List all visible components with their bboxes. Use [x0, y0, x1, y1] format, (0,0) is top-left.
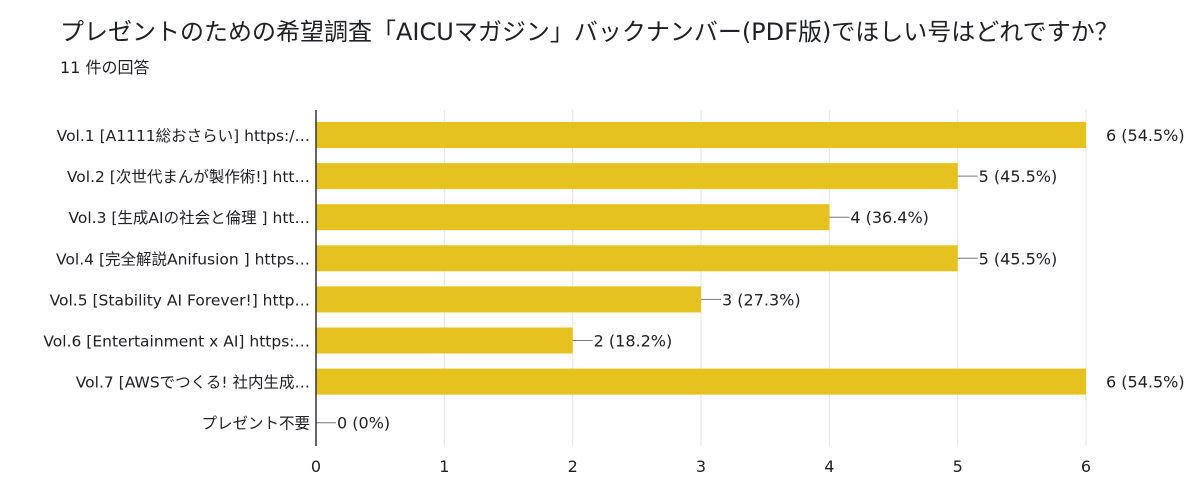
value-label: 3 (27.3%)	[722, 290, 801, 309]
category-label: Vol.7 [AWSでつくる! 社内生成…	[76, 374, 310, 392]
x-tick-label: 2	[568, 457, 578, 476]
response-count: 11 件の回答	[60, 58, 150, 77]
bar	[316, 327, 573, 354]
value-label: 6 (54.5%)	[1106, 373, 1185, 392]
category-label: Vol.2 [次世代まんが製作術!] htt…	[67, 168, 310, 186]
bar	[316, 286, 701, 313]
x-tick-label: 4	[824, 457, 834, 476]
x-tick-label: 6	[1081, 457, 1091, 476]
x-tick-label: 3	[696, 457, 706, 476]
category-label: Vol.4 [完全解説Anifusion ] https…	[56, 250, 310, 268]
category-label: プレゼント不要	[201, 415, 310, 433]
value-label: 5 (45.5%)	[979, 249, 1058, 268]
bar	[316, 204, 830, 231]
bar	[316, 368, 1086, 395]
category-label: Vol.5 [Stability AI Forever!] http…	[50, 291, 310, 309]
bar	[316, 163, 958, 190]
value-label: 4 (36.4%)	[850, 208, 929, 227]
value-label: 0 (0%)	[337, 414, 390, 433]
category-label: Vol.6 [Entertainment x AI] https:…	[43, 333, 310, 351]
bar	[316, 245, 958, 272]
value-label: 6 (54.5%)	[1106, 126, 1185, 145]
category-label: Vol.1 [A1111総おさらい] https:/…	[57, 127, 310, 145]
x-tick-label: 1	[439, 457, 449, 476]
bar	[316, 122, 1086, 148]
x-tick-label: 5	[953, 457, 963, 476]
chart-title: プレゼントのための希望調査「AICUマガジン」バックナンバー(PDF版)でほしい…	[60, 18, 1119, 46]
value-label: 5 (45.5%)	[979, 167, 1058, 186]
category-label: Vol.3 [生成AIの社会と倫理 ] htt…	[68, 209, 310, 227]
x-tick-label: 0	[311, 457, 321, 476]
value-label: 2 (18.2%)	[594, 332, 673, 351]
